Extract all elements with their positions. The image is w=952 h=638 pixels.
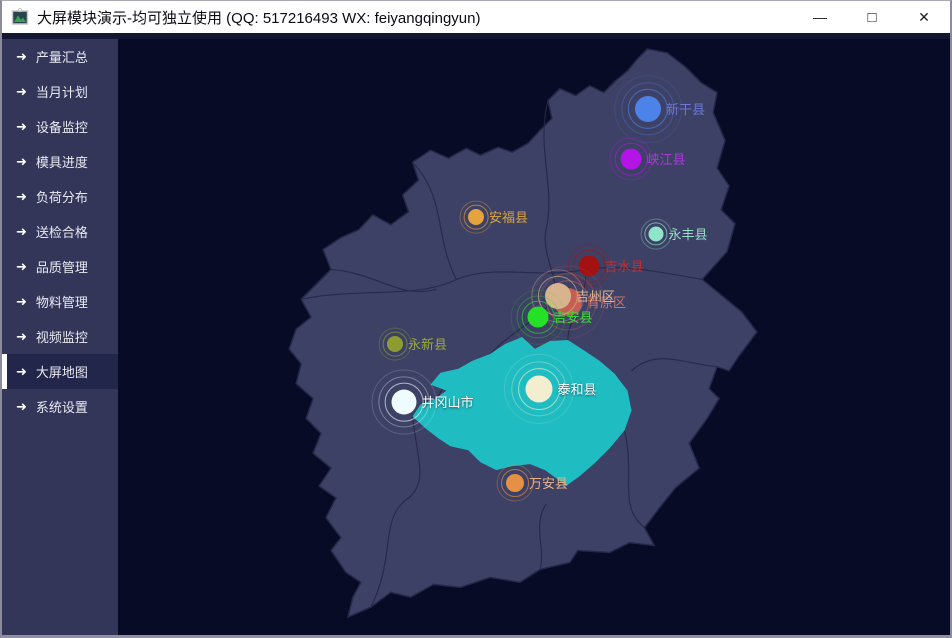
sidebar: ➜ 产量汇总 ➜ 当月计划 ➜ 设备监控 ➜ 模具进度 ➜ 负荷分布 ➜ 送检合… bbox=[2, 39, 118, 635]
arrow-right-icon: ➜ bbox=[16, 328, 27, 344]
marker-label: 青原区 bbox=[587, 295, 627, 311]
arrow-right-icon: ➜ bbox=[16, 223, 27, 239]
arrow-right-icon: ➜ bbox=[16, 363, 27, 379]
map-area[interactable]: 新干县 峡江县 安福县 永丰县 bbox=[118, 39, 950, 635]
marker-dot bbox=[648, 226, 664, 242]
marker-dot bbox=[391, 389, 417, 415]
sidebar-item-quality-management[interactable]: ➜ 品质管理 bbox=[2, 249, 118, 284]
marker-label: 井冈山市 bbox=[421, 395, 474, 411]
marker-label: 新干县 bbox=[666, 102, 706, 118]
marker-ring bbox=[609, 137, 653, 181]
sidebar-item-label: 品质管理 bbox=[35, 260, 88, 275]
arrow-right-icon: ➜ bbox=[16, 153, 27, 169]
marker-ring bbox=[503, 353, 575, 425]
arrow-right-icon: ➜ bbox=[16, 258, 27, 274]
marker-label: 安福县 bbox=[489, 210, 529, 226]
minimize-button[interactable]: — bbox=[794, 1, 846, 33]
sidebar-item-output-summary[interactable]: ➜ 产量汇总 bbox=[2, 39, 118, 74]
sidebar-item-label: 产量汇总 bbox=[35, 50, 88, 65]
maximize-button[interactable]: □ bbox=[846, 1, 898, 33]
sidebar-item-load-distribution[interactable]: ➜ 负荷分布 bbox=[2, 179, 118, 214]
marker-label: 吉安县 bbox=[553, 310, 593, 326]
marker-dot bbox=[387, 336, 403, 352]
marker-ring bbox=[378, 327, 412, 361]
sidebar-item-label: 物料管理 bbox=[35, 295, 88, 310]
window-controls: — □ ✕ bbox=[794, 1, 950, 33]
close-button[interactable]: ✕ bbox=[898, 1, 950, 33]
marker-label: 吉州区 bbox=[576, 289, 616, 305]
marker-ring bbox=[459, 200, 493, 234]
sidebar-item-inspection-pass[interactable]: ➜ 送检合格 bbox=[2, 214, 118, 249]
sidebar-item-label: 模具进度 bbox=[35, 155, 88, 170]
marker-label: 泰和县 bbox=[557, 382, 597, 398]
sidebar-item-monthly-plan[interactable]: ➜ 当月计划 bbox=[2, 74, 118, 109]
marker-label: 吉水县 bbox=[604, 259, 644, 275]
sidebar-item-video-monitor[interactable]: ➜ 视频监控 bbox=[2, 319, 118, 354]
arrow-right-icon: ➜ bbox=[16, 48, 27, 64]
marker-ring bbox=[496, 464, 534, 502]
sidebar-item-device-monitor[interactable]: ➜ 设备监控 bbox=[2, 109, 118, 144]
marker-label: 万安县 bbox=[529, 476, 569, 492]
marker-dot bbox=[468, 209, 484, 225]
sidebar-item-label: 设备监控 bbox=[35, 120, 88, 135]
arrow-right-icon: ➜ bbox=[16, 398, 27, 414]
sidebar-item-label: 视频监控 bbox=[35, 330, 88, 345]
marker-label: 永丰县 bbox=[668, 227, 708, 243]
marker-label: 永新县 bbox=[408, 337, 448, 353]
titlebar-divider bbox=[2, 33, 950, 39]
sidebar-item-label: 负荷分布 bbox=[35, 190, 88, 205]
marker-ring bbox=[510, 289, 566, 345]
sidebar-item-label: 送检合格 bbox=[35, 225, 88, 240]
marker-ring bbox=[371, 369, 437, 435]
arrow-right-icon: ➜ bbox=[16, 118, 27, 134]
marker-dot bbox=[525, 375, 553, 403]
app-picture-icon bbox=[11, 7, 29, 25]
sidebar-item-label: 当月计划 bbox=[35, 85, 88, 100]
marker-dot bbox=[620, 148, 642, 170]
marker-dot bbox=[506, 474, 524, 492]
titlebar: 大屏模块演示-均可独立使用 (QQ: 517216493 WX: feiyang… bbox=[2, 1, 950, 33]
marker-label: 峡江县 bbox=[646, 152, 686, 168]
arrow-right-icon: ➜ bbox=[16, 293, 27, 309]
marker-dot bbox=[527, 306, 549, 328]
arrow-right-icon: ➜ bbox=[16, 188, 27, 204]
sidebar-item-big-screen-map[interactable]: ➜ 大屏地图 bbox=[2, 354, 118, 389]
window-title: 大屏模块演示-均可独立使用 (QQ: 517216493 WX: feiyang… bbox=[37, 9, 481, 27]
sidebar-item-label: 大屏地图 bbox=[35, 365, 88, 380]
marker-ring bbox=[640, 218, 672, 250]
sidebar-item-system-settings[interactable]: ➜ 系统设置 bbox=[2, 389, 118, 424]
sidebar-item-label: 系统设置 bbox=[35, 400, 88, 415]
sidebar-item-material-management[interactable]: ➜ 物料管理 bbox=[2, 284, 118, 319]
sidebar-item-mold-progress[interactable]: ➜ 模具进度 bbox=[2, 144, 118, 179]
arrow-right-icon: ➜ bbox=[16, 83, 27, 99]
marker-ring bbox=[614, 75, 682, 143]
main-content: ➜ 产量汇总 ➜ 当月计划 ➜ 设备监控 ➜ 模具进度 ➜ 负荷分布 ➜ 送检合… bbox=[2, 39, 950, 635]
marker-dot bbox=[635, 96, 661, 122]
